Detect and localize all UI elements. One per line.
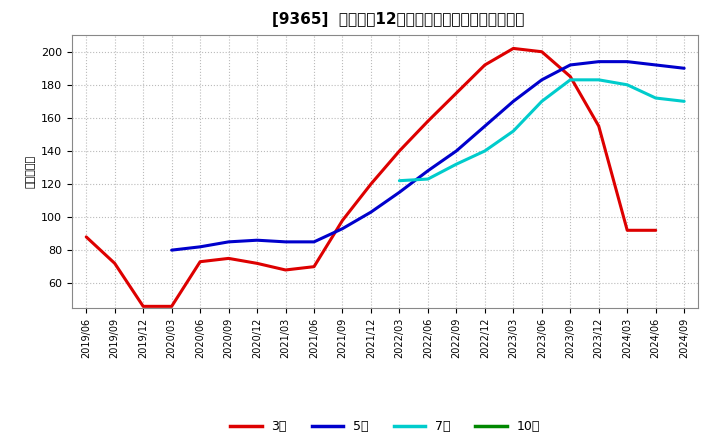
3年 [338, 218, 347, 223]
3年 [480, 62, 489, 68]
3年 [282, 268, 290, 273]
3年 [595, 124, 603, 129]
7年 [680, 99, 688, 104]
3年 [395, 148, 404, 154]
3年 [452, 91, 461, 96]
7年 [595, 77, 603, 82]
3年 [225, 256, 233, 261]
3年 [196, 259, 204, 264]
5年 [509, 99, 518, 104]
7年 [395, 178, 404, 183]
3年 [82, 234, 91, 239]
7年 [623, 82, 631, 88]
5年 [652, 62, 660, 68]
7年 [480, 148, 489, 154]
Line: 3年: 3年 [86, 48, 656, 306]
7年 [423, 176, 432, 182]
5年 [167, 247, 176, 253]
5年 [423, 168, 432, 173]
3年 [139, 304, 148, 309]
5年 [310, 239, 318, 245]
Line: 7年: 7年 [400, 80, 684, 181]
5年 [680, 66, 688, 71]
Line: 5年: 5年 [171, 62, 684, 250]
3年 [110, 261, 119, 266]
5年 [623, 59, 631, 64]
3年 [167, 304, 176, 309]
7年 [452, 161, 461, 167]
3年 [366, 181, 375, 187]
5年 [282, 239, 290, 245]
3年 [310, 264, 318, 269]
3年 [623, 227, 631, 233]
3年 [537, 49, 546, 55]
5年 [452, 148, 461, 154]
5年 [225, 239, 233, 245]
5年 [366, 209, 375, 215]
5年 [595, 59, 603, 64]
3年 [253, 261, 261, 266]
5年 [196, 244, 204, 249]
5年 [566, 62, 575, 68]
Y-axis label: （百万円）: （百万円） [26, 155, 35, 188]
5年 [395, 190, 404, 195]
7年 [509, 128, 518, 134]
7年 [537, 99, 546, 104]
Title: [9365]  経常利益12か月移動合計の標準偏差の推移: [9365] 経常利益12か月移動合計の標準偏差の推移 [271, 12, 524, 27]
5年 [338, 226, 347, 231]
5年 [537, 77, 546, 82]
7年 [652, 95, 660, 101]
5年 [480, 124, 489, 129]
3年 [423, 118, 432, 124]
Legend: 3年, 5年, 7年, 10年: 3年, 5年, 7年, 10年 [225, 415, 545, 438]
7年 [566, 77, 575, 82]
3年 [509, 46, 518, 51]
3年 [566, 74, 575, 79]
3年 [652, 227, 660, 233]
5年 [253, 238, 261, 243]
